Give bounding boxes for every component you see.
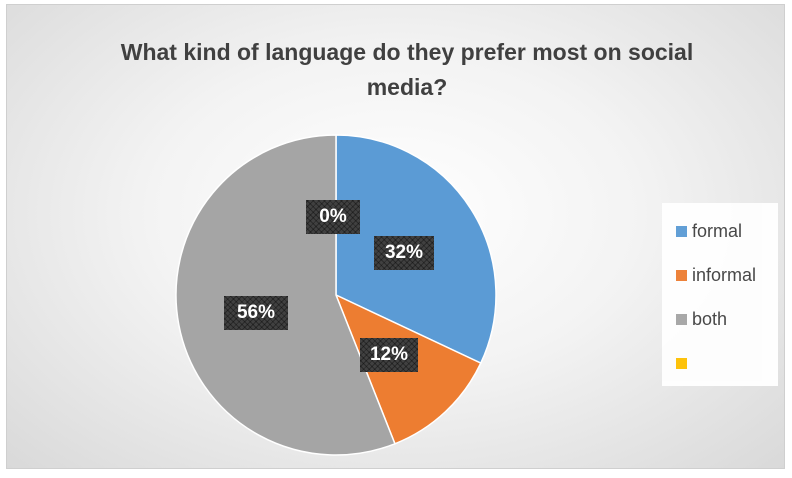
data-label-informal: 12% <box>360 338 418 372</box>
data-label-both: 56% <box>224 296 288 330</box>
legend-item-unnamed <box>676 351 692 375</box>
chart-title: What kind of language do they prefer mos… <box>120 39 694 100</box>
legend-label-both: both <box>692 308 728 329</box>
legend: formal informal both <box>662 203 778 386</box>
pie-slice-both <box>175 134 396 456</box>
legend-swatch-formal <box>676 225 687 237</box>
legend-label-formal: formal <box>692 220 743 241</box>
legend-item-both: both <box>676 307 727 331</box>
legend-swatch-informal <box>676 269 687 281</box>
legend-swatch-both <box>676 313 687 325</box>
legend-swatch-unnamed <box>676 357 687 369</box>
legend-item-informal: informal <box>676 263 756 287</box>
legend-item-formal: formal <box>676 219 742 243</box>
legend-label-informal: informal <box>692 264 757 285</box>
data-label-unnamed: 0% <box>306 200 360 234</box>
data-label-formal: 32% <box>374 236 434 270</box>
